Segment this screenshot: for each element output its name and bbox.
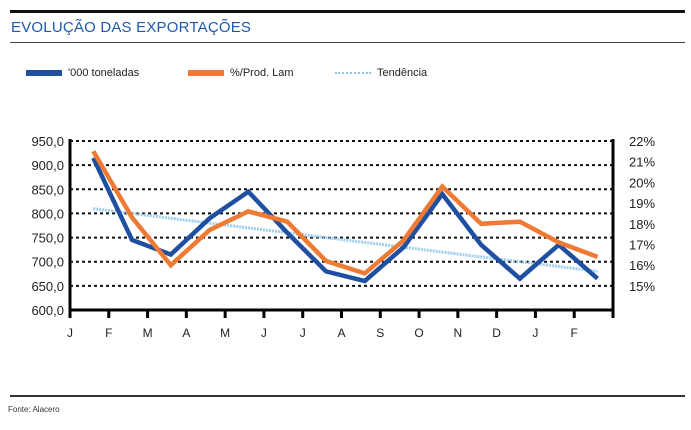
- series-line-tendencia: [93, 207, 598, 273]
- y-right-tick-label: 19%: [629, 196, 655, 211]
- x-tick-label: F: [571, 326, 578, 340]
- y-left-tick-label: 800,0: [31, 206, 64, 221]
- x-tick-label: J: [532, 326, 538, 340]
- y-left-tick-label: 850,0: [31, 182, 64, 197]
- series-line-toneladas: [91, 156, 599, 284]
- x-tick-label: A: [337, 326, 345, 340]
- legend-item-toneladas: '000 toneladas: [26, 67, 139, 79]
- x-tick-label: M: [220, 326, 230, 340]
- x-tick-label: F: [105, 326, 112, 340]
- y-right-tick-label: 17%: [629, 237, 655, 252]
- y-left-tick-label: 900,0: [31, 158, 64, 173]
- x-tick-label: N: [454, 326, 463, 340]
- chart-title: EVOLUÇÃO DAS EXPORTAÇÕES: [11, 19, 252, 36]
- legend-swatch-blue: [26, 70, 62, 76]
- legend-swatch-orange: [188, 70, 224, 76]
- x-tick-label: D: [492, 326, 501, 340]
- x-tick-label: O: [414, 326, 423, 340]
- bottom-rule: [10, 395, 685, 397]
- y-left-tick-label: 700,0: [31, 255, 64, 270]
- y-left-tick-label: 950,0: [31, 134, 64, 149]
- title-rule: [10, 42, 685, 43]
- legend-label-toneladas: '000 toneladas: [68, 67, 140, 79]
- legend-label-tendencia: Tendência: [377, 67, 428, 79]
- y-right-tick-label: 18%: [629, 217, 655, 232]
- top-rule: [10, 10, 685, 13]
- x-tick-label: S: [376, 326, 384, 340]
- y-left-tick-label: 600,0: [31, 303, 64, 318]
- y-right-tick-label: 15%: [629, 279, 655, 294]
- x-tick-label: J: [261, 326, 267, 340]
- x-tick-label: M: [143, 326, 153, 340]
- legend-label-prod-lam: %/Prod. Lam: [230, 67, 294, 79]
- y-right-tick-label: 20%: [629, 175, 655, 190]
- y-right-tick-label: 21%: [629, 155, 655, 170]
- legend-item-prod-lam: %/Prod. Lam: [188, 67, 294, 79]
- y-left-tick-label: 750,0: [31, 231, 64, 246]
- x-tick-label: A: [182, 326, 190, 340]
- x-tick-label: J: [67, 326, 73, 340]
- legend-item-tendencia: Tendência: [335, 67, 427, 79]
- x-tick-label: J: [300, 326, 306, 340]
- series-line-prod-lam: [91, 150, 599, 276]
- legend-swatch-trend: [335, 72, 371, 74]
- y-left-tick-label: 650,0: [31, 279, 64, 294]
- source-note: Fonte: Alacero: [8, 405, 60, 414]
- y-right-tick-label: 16%: [629, 258, 655, 273]
- y-right-tick-label: 22%: [629, 134, 655, 149]
